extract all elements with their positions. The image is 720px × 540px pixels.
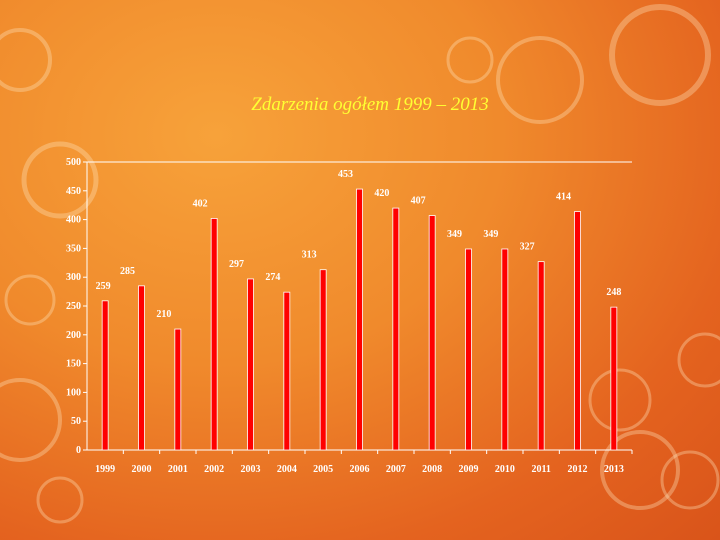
data-labels: 259 285 210 402 297 274 313 453 420 407 349 349 327 4… [96,169,622,320]
data-label: 402 [193,198,208,209]
data-label: 259 [96,281,111,292]
y-tick-label: 200 [66,330,81,341]
y-tick-label: 450 [66,186,81,197]
bar-2007 [392,207,400,451]
x-tick-label: 2012 [568,464,588,475]
x-tick-label: 2004 [277,464,297,475]
data-label: 285 [120,266,135,277]
bar-2000 [138,285,145,451]
y-tick-label: 300 [66,272,81,283]
y-tick-label: 350 [66,243,81,254]
bar-2013 [610,306,618,451]
bar-2011 [537,261,545,451]
y-axis-ticks: 0 50 100 150 200 250 300 350 400 450 500 [66,157,87,456]
y-tick-label: 100 [66,387,81,398]
data-label: 248 [606,287,621,298]
x-tick-label: 2007 [386,464,406,475]
bar-2002 [210,218,218,451]
data-label: 414 [556,192,571,203]
bar-2008 [428,215,436,451]
x-tick-label: 2000 [132,464,152,475]
y-tick-label: 250 [66,301,81,312]
x-tick-label: 2009 [459,464,479,475]
x-tick-label: 2003 [241,464,261,475]
x-tick-label: 2002 [204,464,224,475]
data-label: 349 [447,229,462,240]
bar-1999 [101,300,109,451]
x-tick-label: 1999 [95,464,115,475]
bar-2003 [247,278,254,451]
chart-title: Zdarzenia ogółem 1999 – 2013 [251,94,489,115]
x-tick-label: 2008 [422,464,442,475]
bar-2006 [356,188,363,451]
bars [101,188,618,451]
x-tick-label: 2001 [168,464,188,475]
y-tick-label: 500 [66,157,81,168]
bar-2009 [465,248,472,451]
y-tick-label: 400 [66,215,81,226]
data-label: 327 [520,242,535,253]
bar-2012 [574,211,581,451]
data-label: 420 [374,188,389,199]
x-tick-label: 2005 [313,464,333,475]
x-tick-label: 2011 [531,464,550,475]
bar-2004 [283,291,291,451]
data-label: 453 [338,169,353,180]
x-axis-ticks: 1999 2000 2001 2002 2003 2004 2005 2006 2007 2008… [95,450,633,475]
x-tick-label: 2013 [604,464,624,475]
data-label: 349 [483,229,498,240]
bar-2005 [319,269,327,451]
data-label: 313 [302,250,317,261]
data-label: 407 [411,196,426,207]
data-label: 274 [265,272,280,283]
x-tick-label: 2006 [350,464,370,475]
bar-2001 [174,328,182,451]
y-tick-label: 150 [66,359,81,370]
data-label: 210 [156,309,171,320]
data-label: 297 [229,259,244,270]
y-tick-label: 50 [71,416,81,427]
y-tick-label: 0 [76,445,81,456]
bar-2010 [501,248,509,451]
x-tick-label: 2010 [495,464,515,475]
